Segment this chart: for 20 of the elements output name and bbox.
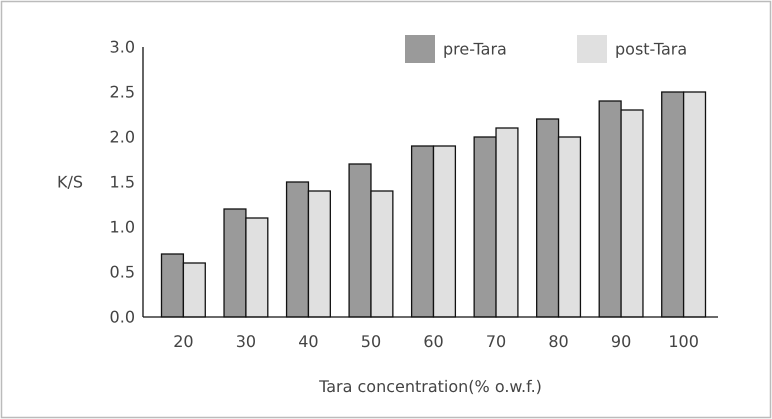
x-axis-title: Tara concentration(% o.w.f.): [318, 377, 542, 396]
x-tick-label: 30: [236, 332, 256, 351]
legend-label: pre-Tara: [443, 40, 507, 59]
x-tick-label: 40: [298, 332, 319, 351]
y-tick-label: 1.0: [110, 218, 135, 237]
x-tick-label: 20: [173, 332, 194, 351]
x-tick-label: 100: [668, 332, 699, 351]
x-tick-label: 70: [486, 332, 506, 351]
y-tick-label: 3.0: [110, 38, 135, 57]
legend-label: post-Tara: [615, 40, 688, 59]
x-tick-label: 80: [548, 332, 569, 351]
x-tick-label: 60: [423, 332, 444, 351]
y-tick-label: 2.0: [110, 128, 135, 147]
y-tick-label: 2.5: [110, 82, 135, 102]
x-tick-label: 50: [360, 332, 382, 351]
y-tick-label: 0.0: [110, 308, 135, 327]
y-tick-label: 1.5: [110, 172, 135, 192]
y-axis-title: K/S: [56, 172, 84, 192]
x-tick-label: 90: [610, 332, 632, 351]
y-tick-label: 0.5: [110, 262, 135, 282]
